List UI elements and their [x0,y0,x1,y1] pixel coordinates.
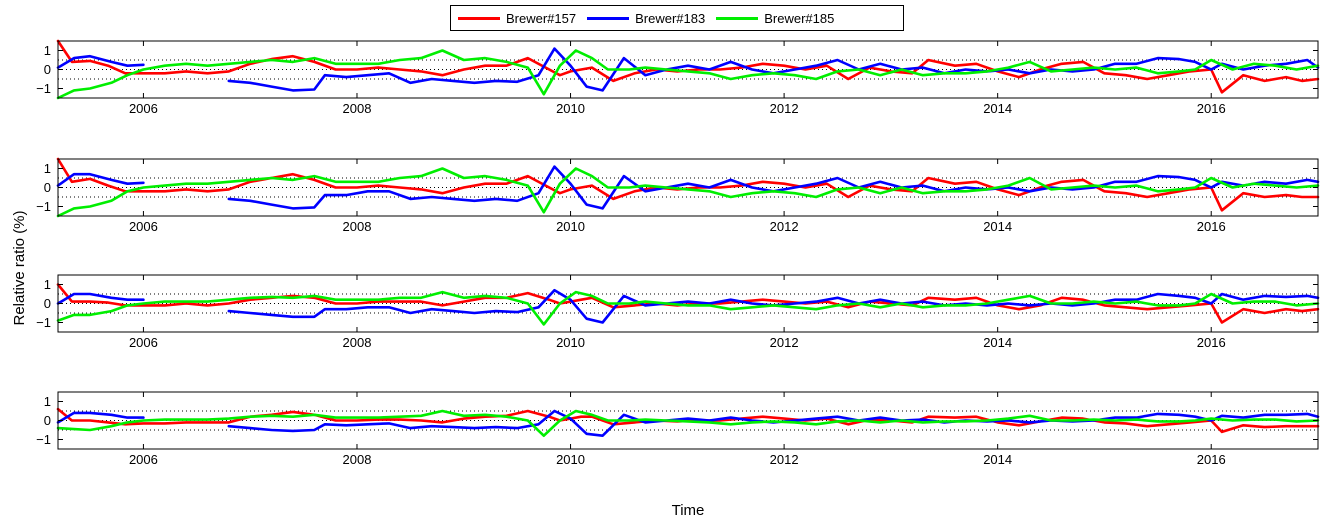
panel-3-x-tick-label-5: 2014 [983,335,1012,350]
panel-4-x-tick-label-4: 2012 [770,452,799,467]
panel-4-x-tick-label-5: 2014 [983,452,1012,467]
legend-item-brewer-185: Brewer#185 [716,11,834,26]
panel-3-y-tick-label-1: −1 [36,315,51,330]
legend: Brewer#157 Brewer#183 Brewer#185 [450,5,904,31]
legend-swatch-brewer-185 [716,16,759,20]
panel-3-y-tick-label-2: 0 [44,296,51,311]
panel-2-y-tick-label-2: 0 [44,180,51,195]
panel-1-x-tick-label-1: 2006 [129,101,158,116]
legend-label-brewer-157: Brewer#157 [506,10,577,26]
legend-swatch-brewer-157 [458,16,500,20]
panel-4-y-tick-label-1: −1 [36,432,51,447]
panel-4-y-tick-label-3: 1 [44,394,51,409]
panel-1-x-tick-label-2: 2008 [343,101,372,116]
panel-4-x-tick-label-1: 2006 [129,452,158,467]
panel-4-y-tick-label-2: 0 [44,413,51,428]
panel-1-x-tick-label-6: 2016 [1197,101,1226,116]
panel-3-y-tick-label-3: 1 [44,277,51,292]
panel-4-x-tick-label-6: 2016 [1197,452,1226,467]
legend-item-brewer-157: Brewer#157 [458,11,576,26]
panel-4-x-tick-label-3: 2010 [556,452,585,467]
panel-1-y-tick-label-2: 0 [44,62,51,77]
panel-1-series-brewer-185 [56,49,1320,100]
legend-item-brewer-183: Brewer#183 [587,11,705,26]
panel-2-x-tick-label-2: 2008 [343,219,372,234]
panel-1-x-tick-label-3: 2010 [556,101,585,116]
panel-3-x-tick-label-6: 2016 [1197,335,1226,350]
panel-3-series-brewer-185 [56,290,1320,326]
panel-3-x-tick-label-2: 2008 [343,335,372,350]
panel-2-x-tick-label-4: 2012 [770,219,799,234]
panel-3-x-tick-label-3: 2010 [556,335,585,350]
panel-2-x-tick-label-1: 2006 [129,219,158,234]
panel-4-series-brewer-185 [56,409,1320,437]
panel-2-x-tick-label-6: 2016 [1197,219,1226,234]
panel-4-x-tick-label-2: 2008 [343,452,372,467]
panel-1-y-tick-label-1: −1 [36,81,51,96]
legend-label-brewer-183: Brewer#183 [635,10,706,26]
panel-2-y-tick-label-3: 1 [44,161,51,176]
panel-1-x-tick-label-5: 2014 [983,101,1012,116]
panel-3-x-tick-label-4: 2012 [770,335,799,350]
y-axis-label: Relative ratio (%) [11,210,28,325]
legend-label-brewer-185: Brewer#185 [764,10,835,26]
panel-2-series-brewer-185 [56,167,1320,218]
panel-2-x-tick-label-5: 2014 [983,219,1012,234]
panel-2-y-tick-label-1: −1 [36,199,51,214]
x-axis-label: Time [672,502,705,519]
legend-swatch-brewer-183 [587,16,630,20]
panel-2-x-tick-label-3: 2010 [556,219,585,234]
panel-1-x-tick-label-4: 2012 [770,101,799,116]
panel-3-x-tick-label-1: 2006 [129,335,158,350]
panel-1-y-tick-label-3: 1 [44,43,51,58]
